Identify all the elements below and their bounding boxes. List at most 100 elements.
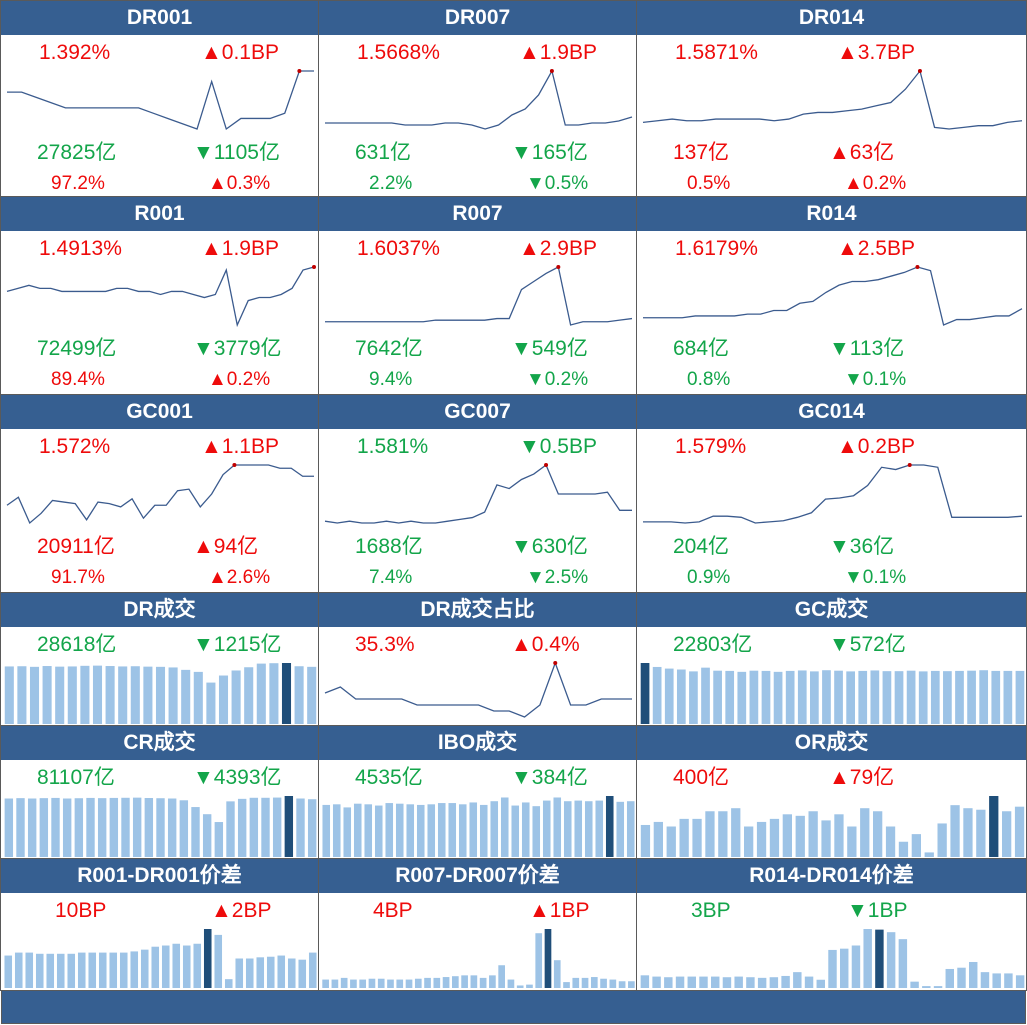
spread-2-panel[interactable]: R014-DR014价差 3BP ▼1BP (636, 858, 1027, 991)
bar (353, 803, 362, 857)
bar (785, 670, 795, 724)
volume-3-panel[interactable]: CR成交 81107亿 ▼4393亿 (0, 725, 319, 860)
peak-point (915, 265, 920, 269)
bar (511, 805, 520, 857)
bar (226, 801, 235, 857)
bar (17, 666, 27, 724)
bar (277, 955, 286, 988)
bar (331, 979, 339, 988)
bar (773, 671, 783, 724)
bar (609, 979, 617, 988)
bar (526, 984, 533, 988)
volume-change: ▼113亿 (829, 337, 905, 360)
bar (652, 666, 662, 724)
bar (266, 956, 275, 988)
peak-point (297, 69, 302, 73)
bar (950, 805, 960, 857)
trend-line-chart (325, 69, 633, 130)
bar (933, 986, 943, 988)
bar (963, 808, 973, 857)
bar (653, 821, 663, 857)
dr014-panel[interactable]: DR014 1.5871% ▲3.7BP 137亿 ▲63亿 0.5% ▲0.2% (636, 0, 1027, 199)
bar (322, 804, 331, 857)
volume-5-panel[interactable]: OR成交 400亿 ▲79亿 (636, 725, 1027, 860)
bar (1004, 973, 1013, 988)
dr001-panel[interactable]: DR001 1.392% ▲0.1BP 27825亿 ▼1105亿 97.2% ▲0.3% (0, 0, 319, 199)
bar (980, 972, 990, 988)
bar (840, 948, 849, 988)
peak-point (553, 661, 558, 665)
volume-change: ▼549亿 (511, 337, 588, 360)
bar (722, 977, 732, 988)
r007-panel[interactable]: R007 1.6037% ▲2.9BP 7642亿 ▼549亿 9.4% ▼0.2% (318, 196, 637, 395)
bar (1015, 670, 1025, 724)
bar (808, 811, 818, 857)
bar (244, 667, 254, 724)
bar (976, 809, 986, 857)
bar (498, 965, 505, 988)
bar (705, 811, 715, 857)
bar (584, 801, 593, 857)
r001-panel[interactable]: R001 1.4913% ▲1.9BP 72499亿 ▼3779亿 89.4% ▲0.2% (0, 196, 319, 395)
panel-title: GC001 (1, 395, 318, 429)
bar (744, 826, 754, 857)
bar (618, 981, 626, 988)
rate-change: ▲2.9BP (519, 237, 597, 260)
series-line (7, 70, 314, 131)
bar (206, 682, 216, 724)
bar (1002, 811, 1012, 857)
spread-1-panel[interactable]: R007-DR007价差 4BP ▲1BP (318, 858, 637, 991)
volume-0-panel[interactable]: DR成交 28618亿 ▼1215亿 (0, 592, 319, 728)
volume-value: 400亿 (673, 766, 730, 789)
volume-value: 204亿 (673, 535, 730, 558)
bar (873, 811, 883, 857)
rate-value: 1.6037% (357, 237, 440, 260)
bar (574, 800, 583, 857)
volume-1-panel[interactable]: DR成交占比 35.3% ▲0.4% (318, 592, 637, 728)
volume-2-panel[interactable]: GC成交 22803亿 ▼572亿 (636, 592, 1027, 728)
share-value: 0.9% (687, 567, 731, 588)
bar (272, 797, 282, 857)
r014-panel[interactable]: R014 1.6179% ▲2.5BP 684亿 ▼113亿 0.8% ▼0.1% (636, 196, 1027, 395)
bar (27, 798, 37, 857)
bar (701, 667, 710, 724)
trend-line-chart (325, 265, 633, 326)
volume-change: ▼36亿 (829, 535, 895, 558)
peak-point (232, 463, 237, 467)
bar (851, 945, 861, 988)
gc014-panel[interactable]: GC014 1.579% ▲0.2BP 204亿 ▼36亿 0.9% ▼0.1% (636, 394, 1027, 593)
volume-4-panel[interactable]: IBO成交 4535亿 ▼384亿 (318, 725, 637, 860)
bar-latest (281, 663, 292, 724)
bar (756, 821, 767, 857)
spread-0-panel[interactable]: R001-DR001价差 10BP ▲2BP (0, 858, 319, 991)
bar (4, 798, 14, 857)
gc007-panel[interactable]: GC007 1.581% ▼0.5BP 1688亿 ▼630亿 7.4% ▼2.5% (318, 394, 637, 593)
volume-change: ▼572亿 (829, 633, 906, 656)
bar (119, 952, 128, 988)
bar (42, 666, 52, 724)
bar (151, 946, 160, 988)
bar (479, 977, 487, 988)
bar (368, 978, 376, 988)
bar (364, 804, 373, 857)
bar (155, 666, 166, 724)
bar (35, 953, 44, 988)
bar (1015, 975, 1025, 988)
bar (156, 798, 165, 857)
bar (214, 822, 224, 857)
share-change: ▼0.1% (844, 369, 907, 390)
bar-chart (4, 796, 317, 857)
bar (822, 670, 831, 724)
gc001-panel[interactable]: GC001 1.572% ▲1.1BP 20911亿 ▲94亿 91.7% ▲2.6% (0, 394, 319, 593)
share-value: 0.5% (687, 173, 731, 194)
trend-line-chart (643, 265, 1023, 326)
bar (442, 977, 450, 988)
bar-latest (605, 796, 614, 857)
bar (600, 978, 607, 988)
volume-change: ▼384亿 (511, 766, 588, 789)
bar (955, 670, 964, 724)
dr007-panel[interactable]: DR007 1.5668% ▲1.9BP 631亿 ▼165亿 2.2% ▼0.5% (318, 0, 637, 199)
peak-point (907, 463, 912, 467)
bar (563, 801, 572, 857)
bar (74, 798, 84, 857)
